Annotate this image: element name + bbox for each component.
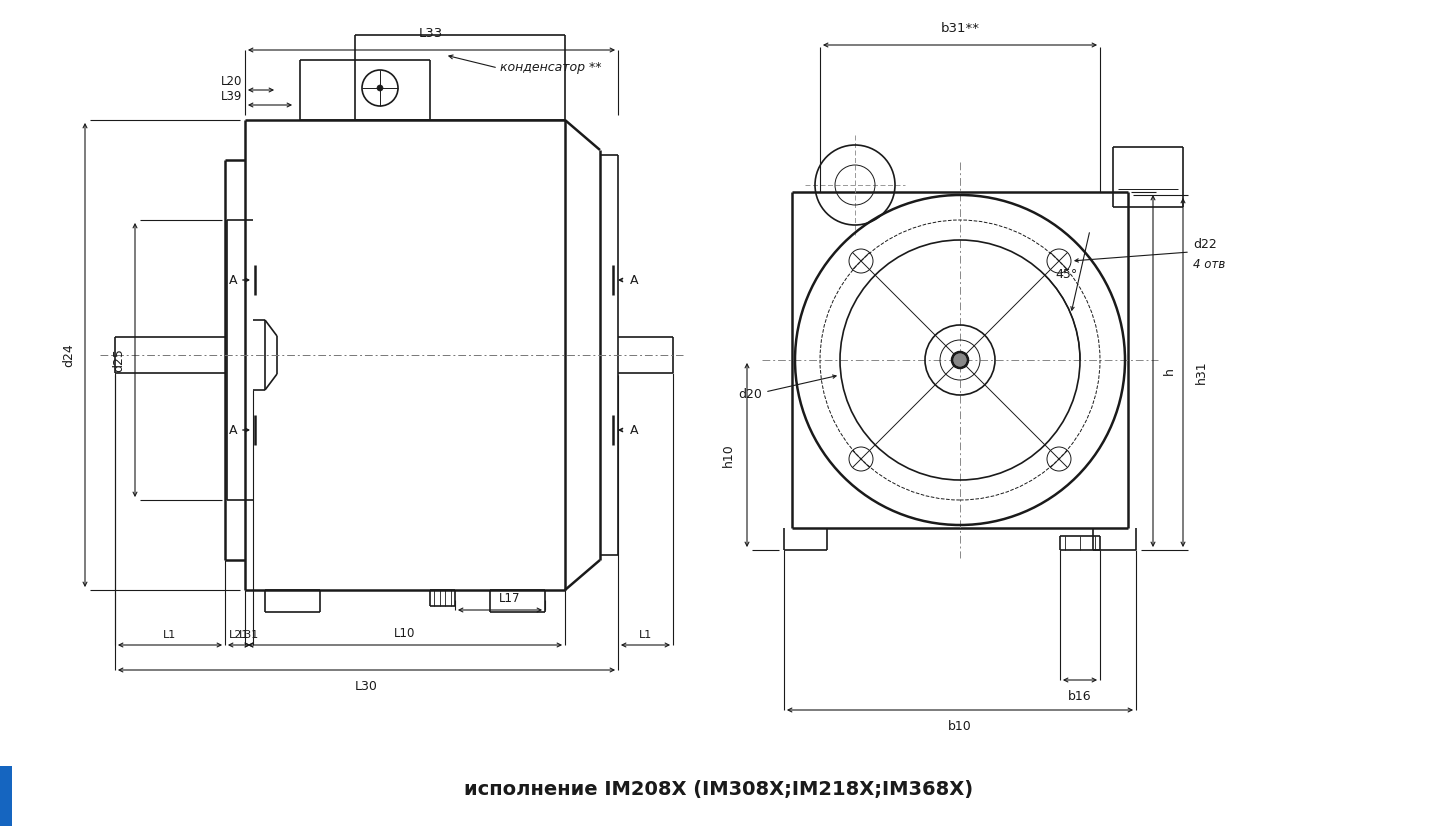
Text: исполнение IM208X (IM308X;IM218X;IM368X): исполнение IM208X (IM308X;IM218X;IM368X) [464, 781, 974, 800]
Text: конденсатор **: конденсатор ** [500, 61, 601, 74]
Text: L21: L21 [229, 630, 249, 640]
Text: h: h [1163, 367, 1176, 375]
Text: b31**: b31** [940, 22, 979, 35]
Text: L1: L1 [164, 630, 177, 640]
Text: L1: L1 [638, 630, 651, 640]
Text: h31: h31 [1195, 360, 1208, 384]
Text: A: A [630, 424, 638, 436]
Text: L31: L31 [239, 630, 259, 640]
Text: d25: d25 [112, 348, 125, 372]
Text: 45°: 45° [1055, 268, 1077, 282]
Text: d22: d22 [1194, 239, 1217, 251]
Text: L30: L30 [355, 680, 377, 693]
Text: L33: L33 [418, 27, 443, 40]
Text: A: A [229, 273, 237, 287]
Text: L17: L17 [499, 592, 521, 605]
Text: d24: d24 [62, 343, 75, 367]
Circle shape [952, 352, 968, 368]
Text: L39: L39 [220, 90, 242, 103]
Text: d20: d20 [738, 388, 762, 401]
Text: b16: b16 [1068, 690, 1091, 703]
Bar [0, 766, 12, 826]
Text: A: A [630, 273, 638, 287]
Text: 4 отв: 4 отв [1194, 259, 1225, 272]
Text: A: A [229, 424, 237, 436]
Text: h10: h10 [722, 443, 735, 467]
Text: L10: L10 [394, 627, 416, 640]
Circle shape [377, 85, 383, 91]
Text: L20: L20 [220, 75, 242, 88]
Text: b10: b10 [948, 720, 972, 733]
